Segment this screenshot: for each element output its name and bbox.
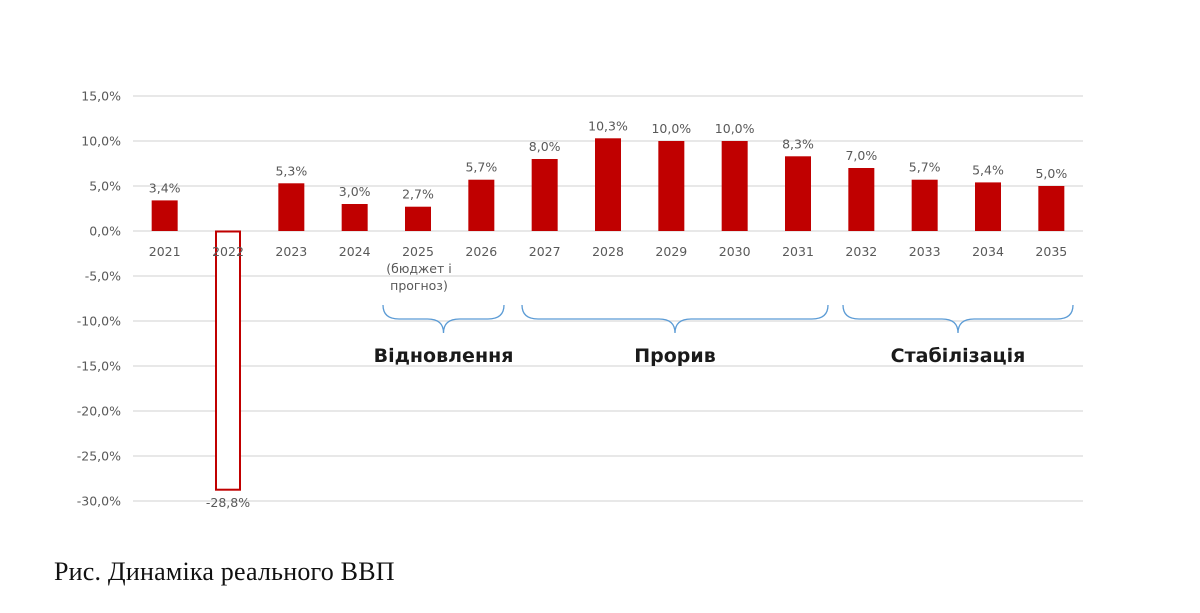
- y-tick-label: -30,0%: [77, 494, 121, 509]
- bar-2023: [278, 183, 305, 231]
- data-label: 5,4%: [972, 162, 1004, 177]
- data-label: 5,7%: [909, 160, 941, 175]
- x-tick-label: 2028: [592, 244, 624, 259]
- x-axis-labels: 2021 2022 2023 2024 2025 (бюджет і прогноз) 202…: [149, 244, 1067, 293]
- y-tick-label: 0,0%: [89, 224, 121, 239]
- y-tick-label: 5,0%: [89, 179, 121, 194]
- x-tick-label: 2031: [782, 244, 814, 259]
- bar-2024: [341, 204, 368, 231]
- y-tick-label: -25,0%: [77, 449, 121, 464]
- data-label: 5,3%: [275, 163, 307, 178]
- x-tick-label: 2027: [529, 244, 561, 259]
- bar-2021: [151, 200, 178, 231]
- phase-label: Відновлення: [374, 345, 514, 367]
- x-tick-label: 2034: [972, 244, 1004, 259]
- bar-2028: [595, 138, 621, 231]
- y-axis-labels: 15,0% 10,0% 5,0% 0,0% -5,0% -10,0% -15,0% -20,0…: [77, 89, 121, 509]
- data-label: 8,3%: [782, 136, 814, 151]
- x-tick-label: 2025: [402, 244, 434, 259]
- data-label: 5,0%: [1035, 166, 1067, 181]
- x-tick-label: 2030: [719, 244, 751, 259]
- x-tick-label: 2021: [149, 244, 181, 259]
- bar-2026: [468, 179, 495, 231]
- data-label: 8,0%: [529, 139, 561, 154]
- bar-2035: [1038, 186, 1065, 231]
- x-tick-label: 2022: [212, 244, 244, 259]
- x-tick-label: 2026: [465, 244, 497, 259]
- data-label: 7,0%: [845, 148, 877, 163]
- bar-2032: [848, 168, 875, 231]
- figure-caption: Рис. Динаміка реального ВВП: [54, 557, 395, 586]
- bar-2033: [911, 179, 938, 231]
- bar-2030: [721, 141, 748, 231]
- data-label: 3,0%: [339, 184, 371, 199]
- x-tick-label: 2029: [655, 244, 687, 259]
- gdp-bar-chart: 15,0% 10,0% 5,0% 0,0% -5,0% -10,0% -15,0% -20,0…: [77, 89, 1083, 510]
- phase-label: Прорив: [634, 345, 716, 367]
- bar-2034: [975, 182, 1001, 231]
- brace-icon: [521, 304, 829, 334]
- phase-label: Стабілізація: [891, 345, 1026, 367]
- x-tick-label: 2024: [339, 244, 371, 259]
- brace-icon: [382, 304, 505, 334]
- y-tick-label: -5,0%: [85, 269, 121, 284]
- y-tick-label: 10,0%: [81, 134, 121, 149]
- bars: 3,4% -28,8% 5,3% 3,0% 2,7% 5,7% 8,0% 10,3% 10,0%…: [149, 118, 1068, 510]
- x-tick-sublabel: (бюджет і: [386, 261, 451, 276]
- data-label: -28,8%: [206, 495, 250, 510]
- x-tick-sublabel: прогноз): [390, 278, 448, 293]
- brace-icon: [842, 304, 1074, 334]
- bar-2027: [531, 159, 558, 231]
- data-label: 2,7%: [402, 187, 434, 202]
- bar-2031: [785, 156, 811, 231]
- bar-2025: [405, 206, 431, 231]
- data-label: 10,3%: [588, 118, 628, 133]
- x-tick-label: 2023: [275, 244, 307, 259]
- data-label: 3,4%: [149, 180, 181, 195]
- data-label: 10,0%: [715, 121, 755, 136]
- phase-braces: Відновлення Прорив Стабілізація: [374, 304, 1074, 367]
- y-tick-label: -20,0%: [77, 404, 121, 419]
- x-tick-label: 2033: [909, 244, 941, 259]
- x-tick-label: 2032: [845, 244, 877, 259]
- x-tick-label: 2035: [1035, 244, 1067, 259]
- y-tick-label: -10,0%: [77, 314, 121, 329]
- data-label: 10,0%: [651, 121, 691, 136]
- bar-2022: [215, 230, 241, 491]
- data-label: 5,7%: [465, 160, 497, 175]
- y-tick-label: -15,0%: [77, 359, 121, 374]
- y-tick-label: 15,0%: [81, 89, 121, 104]
- bar-2029: [658, 141, 685, 231]
